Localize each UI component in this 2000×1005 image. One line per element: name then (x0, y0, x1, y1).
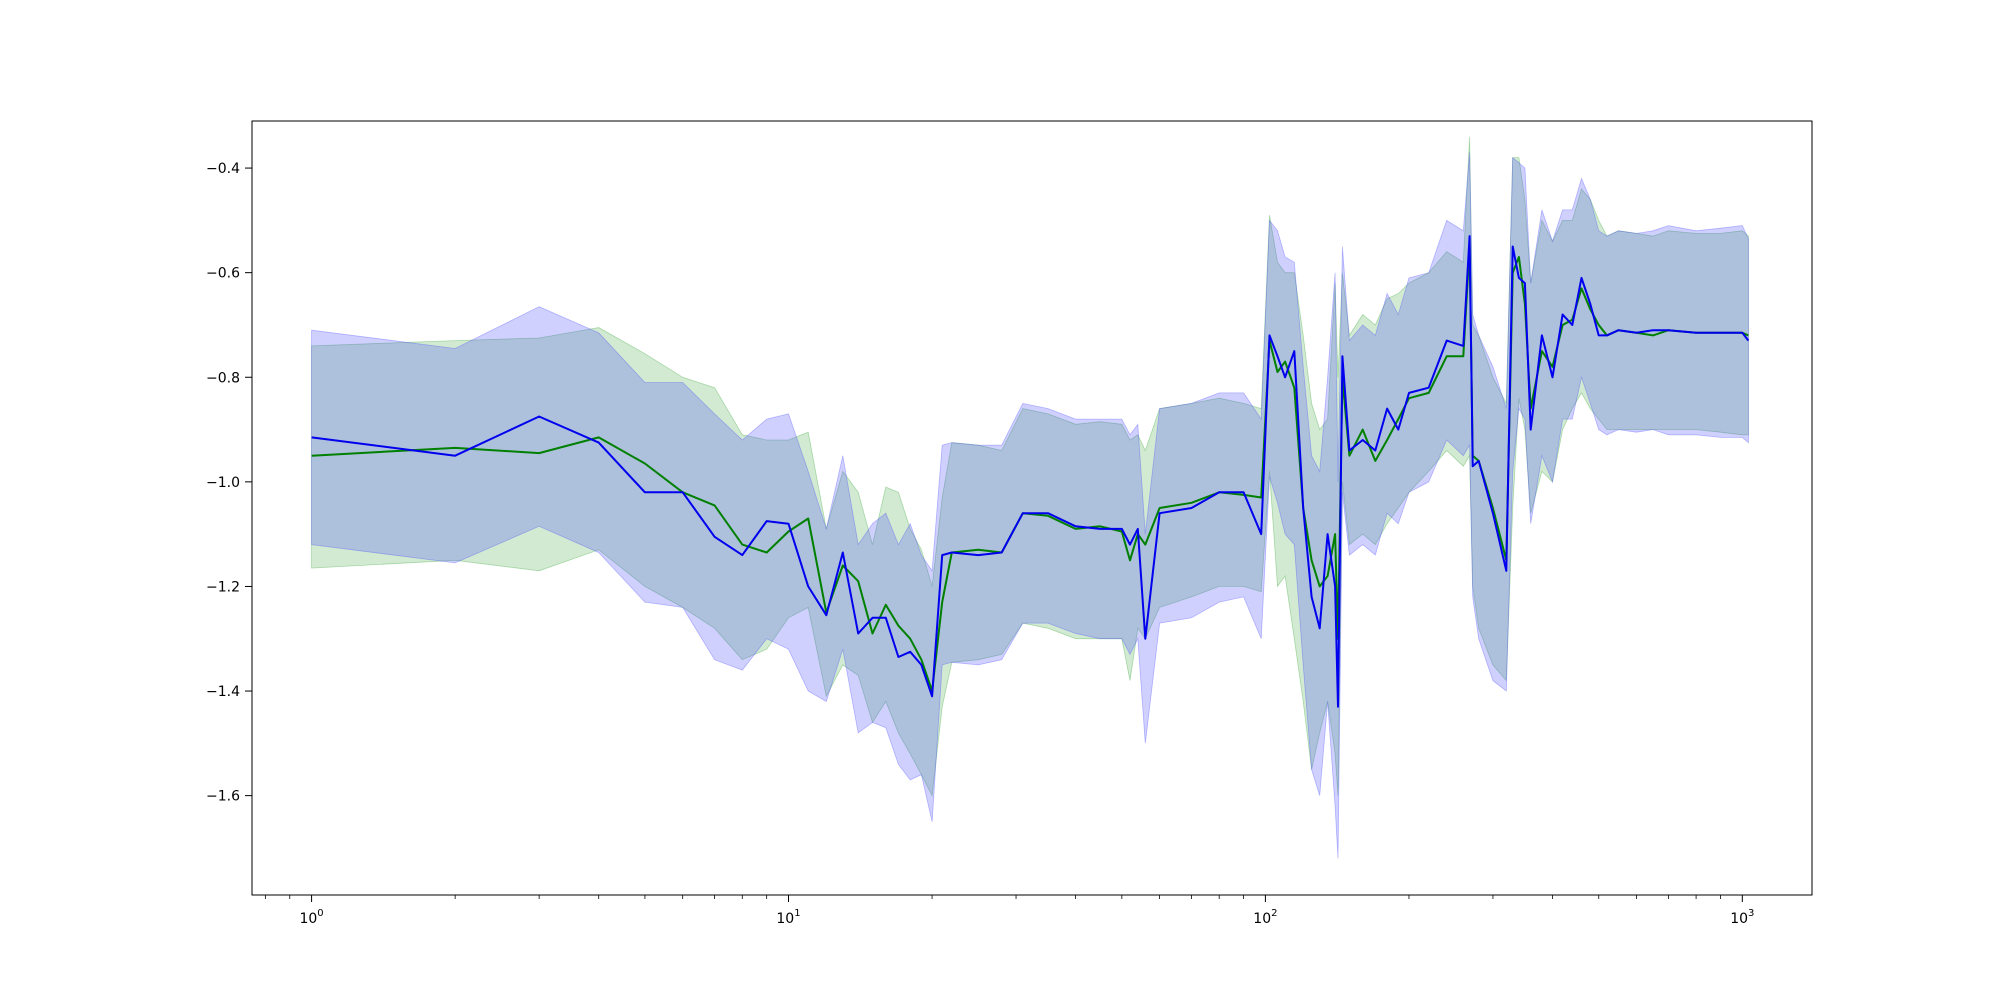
x-axis: 100 101 102 103 (264, 895, 1754, 927)
y-tick-label: −0.4 (206, 161, 240, 177)
y-tick-label: −1.6 (206, 789, 240, 805)
x-tick-label: 103 (1730, 908, 1754, 927)
y-tick-label: −1.0 (206, 475, 240, 491)
x-tick-label: 101 (776, 908, 800, 927)
x-tick-label: 100 (299, 908, 323, 927)
y-tick-label: −1.4 (206, 684, 240, 700)
y-tick-label: −0.6 (206, 266, 240, 282)
plot-frame (251, 120, 1813, 896)
y-axis: −1.6 −1.4 −1.2 −1.0 −0.8 −0.6 −0.4 (206, 161, 252, 805)
series-lines (311, 235, 1750, 708)
series-2-line (311, 235, 1750, 708)
confidence-bands (311, 136, 1749, 859)
x-tick-label: 102 (1253, 908, 1277, 927)
y-tick-label: −1.2 (206, 579, 240, 595)
series-2-band (311, 152, 1749, 859)
y-tick-label: −0.8 (206, 370, 240, 386)
series-1-band (311, 136, 1749, 797)
